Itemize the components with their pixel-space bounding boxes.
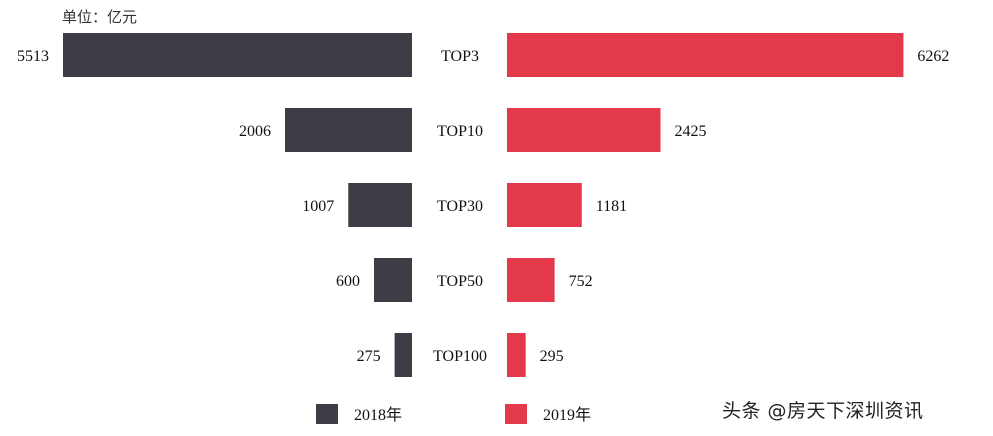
value-label-2019-top100: 295: [540, 348, 564, 365]
bar-2019-top50: [507, 258, 555, 302]
category-label-top30: TOP30: [437, 198, 483, 215]
value-label-2018-top3: 5513: [17, 48, 49, 65]
value-label-2018-top100: 275: [357, 348, 381, 365]
value-label-2018-top10: 2006: [239, 123, 271, 140]
watermark-text: 头条 @房天下深圳资讯: [722, 400, 924, 422]
legend: 2018年 2019年: [316, 404, 591, 424]
legend-swatch-2018: [316, 404, 338, 424]
series-2019-bars: [507, 33, 904, 377]
legend-label-2019: 2019年: [543, 406, 591, 424]
category-label-top100: TOP100: [433, 348, 487, 365]
bar-2019-top3: [507, 33, 904, 77]
legend-label-2018: 2018年: [354, 406, 402, 424]
labels: 5513 6262 TOP3 2006 2425 TOP10 1007 1181 TOP30 60…: [17, 48, 949, 365]
bar-2019-top30: [507, 183, 582, 227]
category-label-top50: TOP50: [437, 273, 483, 290]
bar-2018-top3: [63, 33, 412, 77]
value-label-2018-top50: 600: [336, 273, 360, 290]
bar-2019-top10: [507, 108, 661, 152]
value-label-2019-top10: 2425: [675, 123, 707, 140]
category-label-top10: TOP10: [437, 123, 483, 140]
unit-label: 单位：亿元: [62, 8, 138, 26]
value-label-2019-top3: 6262: [917, 48, 949, 65]
value-label-2019-top50: 752: [569, 273, 593, 290]
series-2018-bars: [63, 33, 412, 377]
bar-2018-top30: [348, 183, 412, 227]
category-label-top3: TOP3: [441, 48, 479, 65]
value-label-2018-top30: 1007: [302, 198, 334, 215]
bar-2018-top50: [374, 258, 412, 302]
value-label-2019-top30: 1181: [596, 198, 627, 215]
bar-2018-top10: [285, 108, 412, 152]
legend-swatch-2019: [505, 404, 527, 424]
bar-2018-top100: [394, 333, 412, 377]
bar-2019-top100: [507, 333, 526, 377]
